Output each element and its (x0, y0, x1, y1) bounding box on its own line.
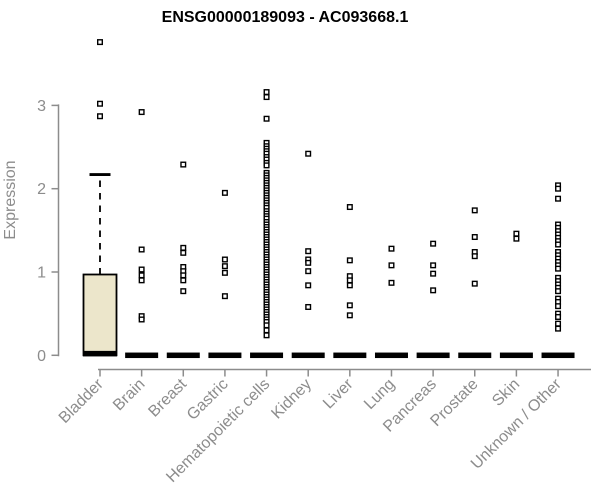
data-point (305, 303, 312, 310)
y-tick-label: 2 (37, 181, 46, 198)
data-point (555, 265, 562, 272)
data-point (555, 303, 562, 310)
data-point (305, 150, 312, 157)
data-point (430, 270, 437, 277)
x-tick-label: Breast (145, 375, 190, 420)
data-point (96, 39, 103, 46)
data-point (263, 322, 270, 329)
data-point (471, 253, 478, 260)
data-point (180, 277, 187, 284)
data-point (180, 244, 187, 251)
data-point (555, 241, 562, 248)
collapsed-box (416, 352, 450, 359)
data-point (180, 249, 187, 256)
data-point (346, 302, 353, 309)
data-point (513, 230, 520, 237)
collapsed-box (250, 352, 284, 359)
data-point (471, 234, 478, 241)
data-point (471, 280, 478, 287)
x-tick-label: Liver (320, 375, 357, 412)
data-point (471, 207, 478, 214)
data-point (221, 263, 228, 270)
collapsed-box (208, 352, 242, 359)
data-point (346, 257, 353, 264)
data-point (430, 240, 437, 247)
x-tick-label: Bladder (56, 375, 107, 426)
x-tick-label: Skin (489, 376, 523, 410)
y-tick-label: 1 (37, 265, 46, 282)
data-point (555, 195, 562, 202)
data-point (263, 89, 270, 96)
data-point (305, 282, 312, 289)
data-point (263, 327, 270, 334)
collapsed-box (374, 352, 408, 359)
data-point (138, 272, 145, 279)
collapsed-box (541, 352, 575, 359)
data-point (221, 256, 228, 263)
data-point (430, 287, 437, 294)
x-tick-label: Kidney (268, 376, 315, 423)
collapsed-box (499, 352, 533, 359)
data-point (180, 288, 187, 295)
chart-title: ENSG00000189093 - AC093668.1 (162, 9, 409, 26)
data-point (346, 204, 353, 211)
data-point (96, 100, 103, 107)
data-point (305, 259, 312, 266)
data-point (138, 246, 145, 253)
collapsed-box (125, 352, 159, 359)
data-point (346, 282, 353, 289)
data-point (388, 279, 395, 286)
data-point (138, 316, 145, 323)
data-point (138, 266, 145, 273)
data-point (430, 262, 437, 269)
data-point (138, 109, 145, 116)
data-point (221, 293, 228, 300)
data-point (346, 312, 353, 319)
data-point (346, 277, 353, 284)
median-line (83, 350, 117, 357)
data-point (513, 235, 520, 242)
chart-marks (82, 39, 575, 359)
data-point (138, 277, 145, 284)
data-point (180, 272, 187, 279)
collapsed-box (458, 352, 492, 359)
data-point (263, 94, 270, 101)
collapsed-box (166, 352, 200, 359)
data-point (555, 288, 562, 295)
data-point (555, 325, 562, 332)
data-point (555, 185, 562, 192)
box (82, 273, 118, 357)
data-point (263, 332, 270, 339)
data-point (263, 162, 270, 169)
x-tick-label: Lung (361, 376, 398, 413)
data-point (555, 313, 562, 320)
y-tick-label: 3 (37, 98, 46, 115)
data-point (180, 161, 187, 168)
data-point (221, 189, 228, 196)
collapsed-box (291, 352, 325, 359)
data-point (305, 248, 312, 255)
data-point (555, 320, 562, 327)
data-point (388, 262, 395, 269)
data-point (388, 245, 395, 252)
y-tick-label: 0 (37, 348, 46, 365)
data-point (263, 115, 270, 122)
data-point (96, 113, 103, 120)
x-tick-label: Brain (110, 376, 148, 414)
collapsed-box (333, 352, 367, 359)
data-point (305, 268, 312, 275)
data-point (221, 269, 228, 276)
y-axis-title: Expression (2, 160, 19, 239)
